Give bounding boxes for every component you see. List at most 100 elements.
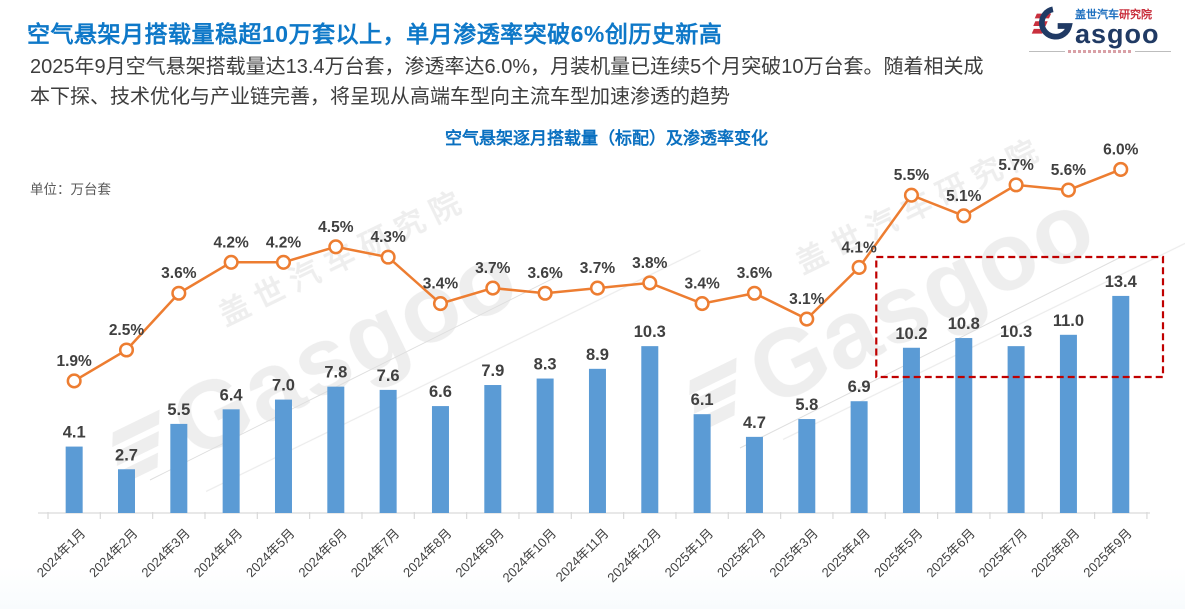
- bar: [222, 409, 240, 513]
- line-marker: [1113, 161, 1129, 177]
- line-marker: [642, 275, 658, 291]
- line-marker: [746, 285, 763, 301]
- line-marker: [380, 249, 396, 265]
- bar: [641, 346, 659, 513]
- logo-wordmark: asgoo: [1075, 19, 1160, 49]
- line-marker: [485, 280, 501, 296]
- bar-value-label: 6.9: [848, 378, 871, 396]
- line-marker: [589, 280, 606, 296]
- watermark-underline: [782, 197, 1185, 441]
- x-axis-label: 2024年3月: [138, 526, 193, 581]
- bar: [117, 469, 135, 513]
- line-marker: [1060, 182, 1076, 198]
- bar-value-label: 6.4: [220, 386, 244, 404]
- x-axis-label: 2024年11月: [553, 526, 612, 585]
- page-title: 空气悬架月搭载量稳超10万套以上，单月渗透率突破6%创历史新高: [27, 21, 723, 47]
- bar-value-label: 10.8: [948, 315, 980, 333]
- x-axis-label: 2024年1月: [34, 526, 89, 581]
- unit-label: 单位：万台套: [30, 182, 111, 197]
- bar-value-label: 10.3: [1000, 323, 1032, 341]
- pct-label: 3.1%: [789, 291, 825, 308]
- bar: [850, 401, 868, 513]
- bar: [484, 385, 502, 513]
- bar-value-label: 10.2: [895, 325, 927, 343]
- x-axis-label: 2024年8月: [400, 526, 455, 581]
- chart-title: 空气悬架逐月搭载量（标配）及渗透率变化: [445, 129, 768, 148]
- bar-value-label: 11.0: [1053, 312, 1084, 330]
- x-axis-label: 2024年9月: [452, 526, 507, 581]
- x-axis-label: 2025年4月: [819, 526, 874, 581]
- x-axis-label: 2025年7月: [976, 526, 1031, 581]
- pct-label: 3.6%: [737, 265, 773, 282]
- bar: [1007, 346, 1025, 513]
- bar: [588, 368, 606, 513]
- line-marker: [799, 311, 815, 327]
- line-marker: [171, 285, 187, 301]
- x-axis-label: 2025年1月: [662, 526, 717, 581]
- x-axis-label: 2025年8月: [1028, 526, 1083, 581]
- pct-label: 5.5%: [894, 167, 930, 184]
- watermark-leader-line: [739, 254, 1126, 449]
- x-axis-label: 2024年7月: [348, 526, 403, 581]
- x-axis-label: 2025年5月: [871, 526, 926, 581]
- bar: [327, 386, 345, 513]
- line-marker: [432, 296, 449, 312]
- line-marker: [851, 259, 867, 275]
- bar: [745, 436, 763, 513]
- bar: [693, 414, 711, 513]
- x-axis-label: 2024年6月: [295, 526, 350, 581]
- bar-value-label: 4.7: [743, 414, 766, 432]
- x-axis-label: 2024年4月: [191, 526, 246, 581]
- bar-value-label: 4.1: [63, 424, 86, 442]
- pct-label: 3.8%: [632, 255, 668, 272]
- line-marker: [275, 254, 292, 270]
- gasgoo-g-icon: [1031, 6, 1073, 40]
- line-marker: [118, 342, 135, 358]
- summary-line-1: 2025年9月空气悬架搭载量达13.4万台套，渗透率达6.0%，月装机量已连续5…: [30, 56, 984, 78]
- line-marker: [903, 187, 919, 203]
- pct-label: 4.3%: [370, 229, 406, 246]
- bar: [1112, 295, 1130, 513]
- bar: [170, 423, 188, 513]
- bar-value-label: 10.3: [634, 323, 666, 341]
- pct-label: 3.7%: [475, 260, 511, 277]
- pct-label: 4.2%: [213, 234, 249, 251]
- bar-value-label: 7.6: [377, 367, 400, 385]
- bar-value-label: 2.7: [115, 446, 138, 464]
- line-marker: [537, 285, 553, 301]
- pct-label: 5.1%: [946, 188, 982, 205]
- line-marker: [956, 208, 972, 224]
- summary-paragraph: 2025年9月空气悬架搭载量达13.4万台套，渗透率达6.0%，月装机量已连续5…: [30, 52, 1165, 112]
- bar-value-label: 6.6: [429, 383, 452, 401]
- x-axis-label: 2025年6月: [923, 526, 978, 581]
- gasgoo-logo: 盖世汽车研究院 asgoo: [1029, 6, 1177, 53]
- x-axis-label: 2024年12月: [604, 526, 664, 586]
- pct-label: 4.2%: [266, 234, 302, 251]
- x-axis-label: 2024年10月: [500, 526, 560, 586]
- x-axis-label: 2024年5月: [243, 526, 298, 581]
- bar-value-label: 5.5: [167, 401, 190, 419]
- bar-value-label: 7.0: [272, 377, 295, 395]
- line-marker: [1008, 177, 1024, 193]
- pct-label: 4.5%: [318, 219, 354, 236]
- pct-label: 3.6%: [527, 265, 563, 282]
- x-axis-label: 2025年9月: [1080, 526, 1135, 581]
- line-marker: [66, 373, 82, 389]
- bar-value-label: 8.9: [586, 346, 609, 364]
- x-axis-label: 2024年2月: [86, 526, 141, 581]
- pct-label: 6.0%: [1103, 141, 1139, 158]
- pct-label: 3.7%: [580, 260, 616, 277]
- bar-value-label: 7.8: [324, 364, 347, 382]
- pct-label: 3.4%: [684, 276, 720, 293]
- highlight-box: [875, 255, 1165, 379]
- line-marker: [328, 239, 344, 255]
- line-marker: [694, 296, 710, 312]
- pct-label: 3.4%: [423, 276, 459, 293]
- logo-brand-cn: 盖世汽车研究院: [1075, 9, 1152, 21]
- bar-value-label: 6.1: [691, 391, 714, 409]
- pct-label: 5.7%: [998, 157, 1034, 174]
- bar: [902, 347, 920, 513]
- logo-tagline: [1029, 50, 1171, 53]
- bar: [1059, 334, 1077, 513]
